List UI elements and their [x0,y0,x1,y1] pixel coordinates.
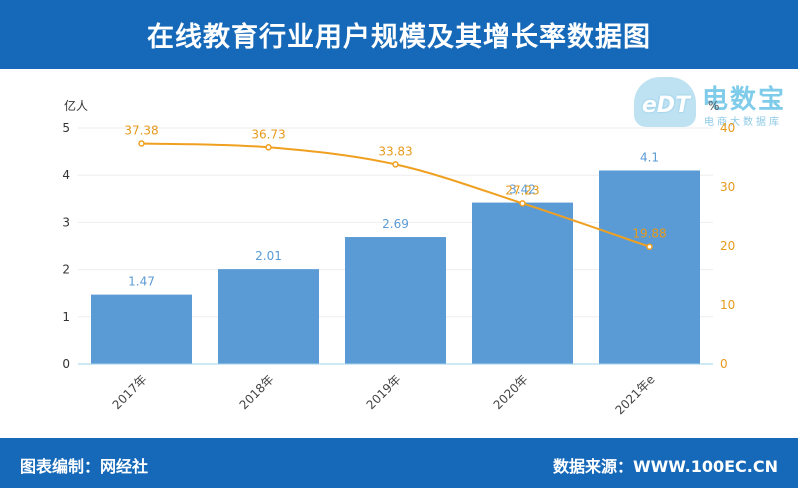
growth-rate-line [141,142,650,248]
bar [345,237,446,364]
bar-value-label: 3.42 [509,183,536,197]
y-tick-label: 4 [62,168,70,182]
logo-subtitle: 电商大数据库 [704,117,782,128]
bar-value-label: 4.1 [640,150,659,164]
dianshubao-logo: eDT 电数宝 电商大数据库 [628,73,793,133]
line-series [138,140,653,250]
y2-tick-label: 30 [720,180,735,194]
footer-credit: 图表编制：网经社 [20,457,149,476]
x-tick-label: 2018年 [237,372,277,412]
line-point [519,200,526,207]
x-tick-label: 2017年 [110,372,150,412]
bar-value-label: 2.01 [255,249,282,263]
cloud-icon [634,77,696,127]
y2-tick-label: 0 [720,357,728,371]
line-value-label: 27.23 [505,183,539,197]
line-point [646,243,653,250]
y-axis-unit: 亿人 [64,98,88,113]
bar [472,202,573,364]
y2-tick-label: 40 [720,121,735,135]
line-value-label: 33.83 [378,144,412,158]
chart-title: 在线教育行业用户规模及其增长率数据图 [0,0,798,69]
logo-abbr: eDT [641,93,691,118]
y-tick-label: 3 [62,215,70,229]
y-tick-label: 2 [62,263,70,277]
y-tick-label: 5 [62,121,70,135]
x-tick-label: 2019年 [364,372,404,412]
line-value-label: 37.38 [124,123,158,137]
chart-area: 1.47 2.01 2.69 3.42 4.1 37.38 36.73 33.83 27.23 1… [62,98,735,417]
bar-series [91,170,700,364]
x-tick-label: 2020年 [491,372,531,412]
y-tick-label: 1 [62,310,70,324]
data-labels: 1.47 2.01 2.69 3.42 4.1 37.38 36.73 33.83 27.23 1… [124,123,666,288]
y2-axis-unit: % [708,99,719,113]
x-tick-label: 2021年e [612,372,657,417]
logo-name: 电数宝 [702,85,787,115]
bar-value-label: 1.47 [128,275,155,289]
footer-source: 数据来源：WWW.100EC.CN [552,457,778,476]
bar-value-label: 2.69 [382,217,409,231]
bar [599,170,700,364]
footer: 图表编制：网经社 数据来源：WWW.100EC.CN [0,438,798,488]
bar [218,269,319,364]
line-point [138,140,145,147]
line-value-label: 36.73 [251,127,285,141]
y-axis-right: 0 10 20 30 40 [720,121,735,371]
y-tick-label: 0 [62,357,70,371]
y-axis-left: 0 1 2 3 4 5 [62,121,70,371]
y2-tick-label: 10 [720,298,735,312]
line-value-label: 19.88 [632,227,666,241]
y2-tick-label: 20 [720,239,735,253]
bar [91,294,192,364]
line-point [392,161,399,168]
line-point [265,144,272,151]
x-axis: 2017年 2018年 2019年 2020年 2021年e [110,372,658,417]
